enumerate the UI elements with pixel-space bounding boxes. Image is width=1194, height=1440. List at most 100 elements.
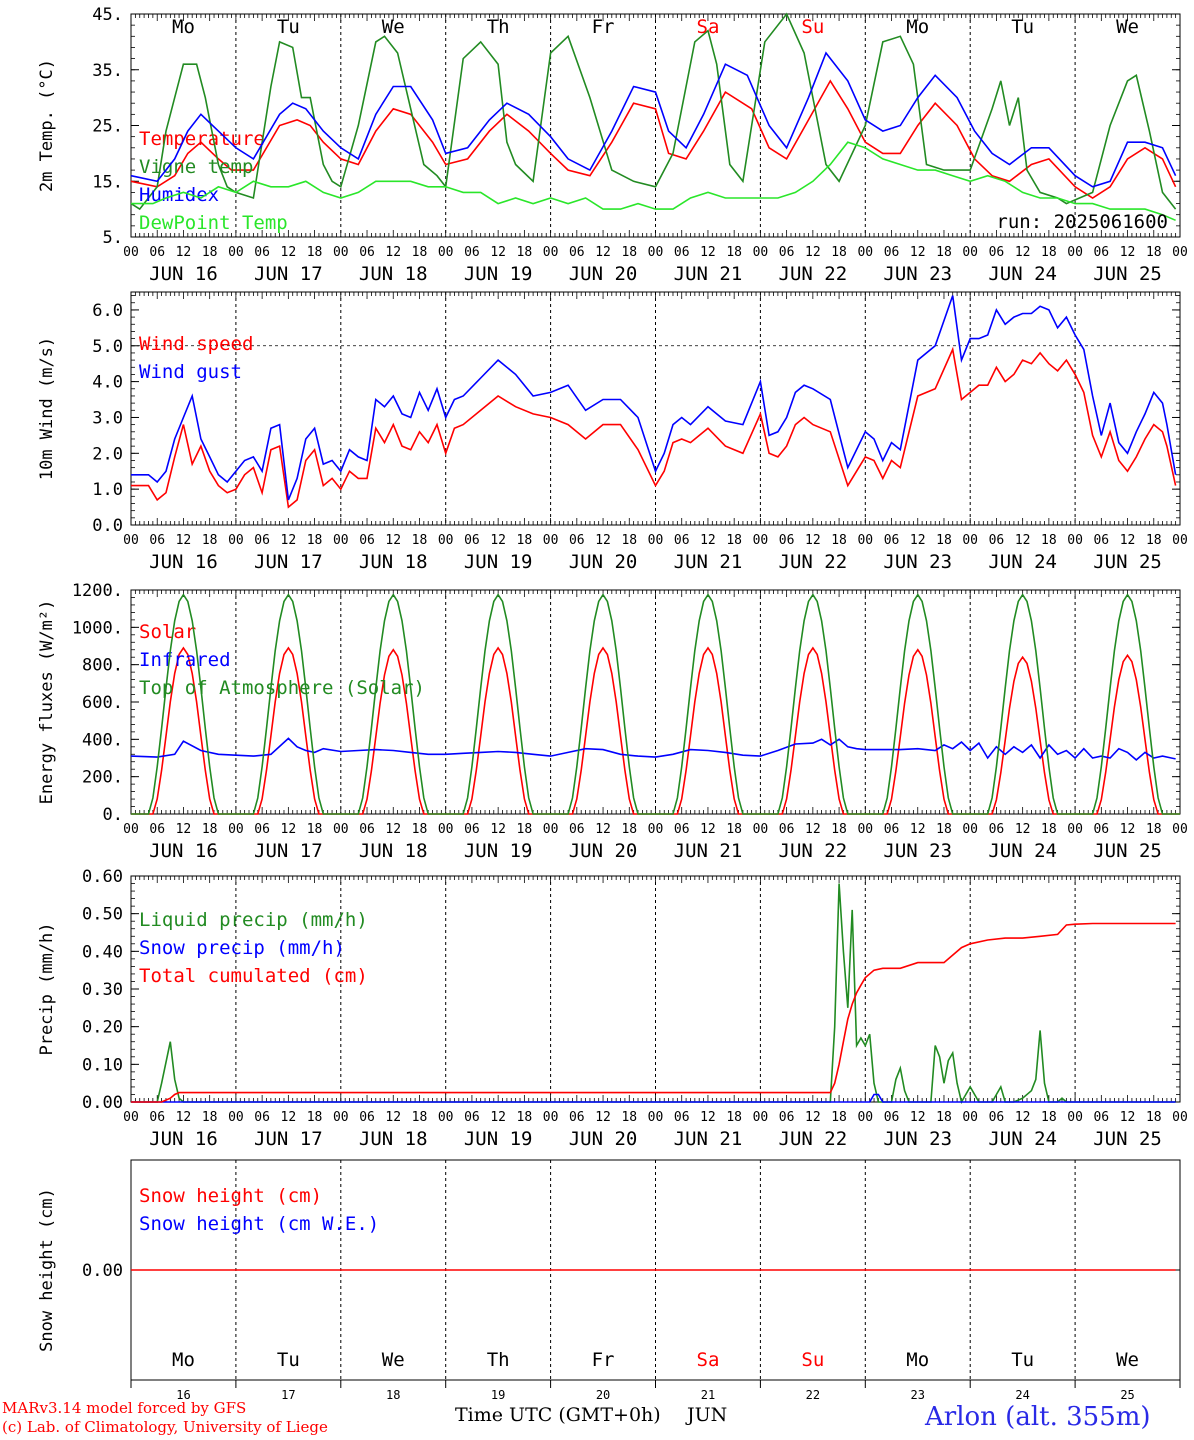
hour-label: 18 bbox=[202, 1110, 218, 1125]
hour-label: 00 bbox=[857, 245, 873, 260]
hour-label: 12 bbox=[490, 245, 506, 260]
hour-label: 06 bbox=[254, 1110, 270, 1125]
date-label: JUN 25 bbox=[1093, 1128, 1162, 1150]
hour-label: 18 bbox=[726, 245, 742, 260]
hour-label: 12 bbox=[700, 533, 716, 548]
hour-label: 12 bbox=[385, 1110, 401, 1125]
day-number-label: 22 bbox=[806, 1388, 820, 1402]
hour-label: 18 bbox=[936, 245, 952, 260]
series-line bbox=[130, 737, 1176, 761]
date-label: JUN 22 bbox=[779, 840, 848, 862]
date-label: JUN 18 bbox=[359, 840, 428, 862]
hour-label: 18 bbox=[1041, 822, 1057, 837]
hour-label: 06 bbox=[359, 533, 375, 548]
y-tick-label: 600. bbox=[82, 693, 123, 713]
day-number-label: 17 bbox=[281, 1388, 295, 1402]
hour-label: 06 bbox=[674, 245, 690, 260]
day-number-label: 24 bbox=[1015, 1388, 1029, 1402]
day-number-label: 18 bbox=[386, 1388, 400, 1402]
hour-label: 06 bbox=[149, 822, 165, 837]
date-label: JUN 25 bbox=[1093, 263, 1162, 285]
date-label: JUN 19 bbox=[464, 551, 533, 573]
date-label: JUN 23 bbox=[883, 263, 952, 285]
date-label: JUN 22 bbox=[779, 263, 848, 285]
date-label: JUN 21 bbox=[674, 551, 743, 573]
hour-label: 06 bbox=[1093, 533, 1109, 548]
y-tick-label: 6.0 bbox=[92, 301, 123, 321]
hour-label: 12 bbox=[595, 822, 611, 837]
weekday-label: Tu bbox=[1011, 1349, 1034, 1371]
hour-label: 06 bbox=[674, 822, 690, 837]
hour-label: 00 bbox=[648, 533, 664, 548]
date-label: JUN 16 bbox=[149, 551, 218, 573]
hour-label: 06 bbox=[779, 245, 795, 260]
hour-label: 12 bbox=[281, 1110, 297, 1125]
date-label: JUN 18 bbox=[359, 551, 428, 573]
hour-label: 06 bbox=[884, 245, 900, 260]
date-label: JUN 25 bbox=[1093, 840, 1162, 862]
credit-line-1: MARv3.14 model forced by GFS bbox=[2, 1399, 247, 1417]
hour-label: 00 bbox=[1067, 822, 1083, 837]
hour-label: 12 bbox=[595, 1110, 611, 1125]
y-axis-title: Precip (mm/h) bbox=[37, 922, 57, 1055]
date-label: JUN 20 bbox=[569, 1128, 638, 1150]
y-tick-label: 25. bbox=[92, 117, 123, 137]
series-line bbox=[130, 51, 1177, 188]
hour-label: 00 bbox=[438, 1110, 454, 1125]
weekday-label: Th bbox=[487, 16, 510, 38]
hour-label: 00 bbox=[543, 245, 559, 260]
weekday-label: We bbox=[1116, 1349, 1139, 1371]
hour-label: 00 bbox=[123, 1110, 139, 1125]
hour-label: 12 bbox=[385, 822, 401, 837]
hour-label: 18 bbox=[1041, 533, 1057, 548]
y-tick-label: 200. bbox=[82, 768, 123, 788]
hour-label: 18 bbox=[412, 822, 428, 837]
y-tick-label: 1000. bbox=[72, 618, 123, 638]
date-label: JUN 22 bbox=[779, 1128, 848, 1150]
legend-entry: DewPoint Temp bbox=[139, 212, 288, 234]
date-label: JUN 19 bbox=[464, 840, 533, 862]
hour-label: 18 bbox=[307, 533, 323, 548]
hour-label: 00 bbox=[648, 822, 664, 837]
panel-frame bbox=[130, 589, 1181, 815]
hour-label: 06 bbox=[359, 822, 375, 837]
date-label: JUN 20 bbox=[569, 551, 638, 573]
legend-entry: Wind speed bbox=[139, 333, 253, 355]
hour-label: 12 bbox=[1120, 533, 1136, 548]
hour-label: 00 bbox=[1172, 822, 1188, 837]
date-label: JUN 23 bbox=[883, 840, 952, 862]
hour-label: 12 bbox=[910, 1110, 926, 1125]
hour-label: 00 bbox=[1172, 1110, 1188, 1125]
hour-label: 12 bbox=[1015, 245, 1031, 260]
hour-label: 12 bbox=[805, 245, 821, 260]
hour-label: 00 bbox=[648, 1110, 664, 1125]
legend-entry: Liquid precip (mm/h) bbox=[139, 909, 368, 931]
hour-label: 00 bbox=[1067, 533, 1083, 548]
hour-label: 00 bbox=[857, 533, 873, 548]
hour-label: 18 bbox=[936, 533, 952, 548]
hour-label: 12 bbox=[700, 822, 716, 837]
legend-entry: Infrared bbox=[139, 649, 231, 671]
y-tick-label: 0.60 bbox=[82, 867, 123, 887]
hour-label: 12 bbox=[805, 822, 821, 837]
hour-label: 00 bbox=[123, 822, 139, 837]
legend-entry: Wind gust bbox=[139, 361, 242, 383]
date-label: JUN 24 bbox=[988, 263, 1057, 285]
hour-label: 06 bbox=[464, 245, 480, 260]
hour-label: 12 bbox=[1120, 822, 1136, 837]
series-line bbox=[131, 295, 1177, 501]
hour-label: 00 bbox=[333, 245, 349, 260]
hour-label: 12 bbox=[281, 245, 297, 260]
hour-label: 12 bbox=[490, 533, 506, 548]
hour-label: 12 bbox=[1015, 822, 1031, 837]
weekday-label: We bbox=[1116, 16, 1139, 38]
legend-entry: Snow height (cm) bbox=[139, 1185, 322, 1207]
hour-label: 00 bbox=[1172, 533, 1188, 548]
hour-label: 18 bbox=[412, 1110, 428, 1125]
hour-label: 00 bbox=[438, 245, 454, 260]
hour-label: 12 bbox=[595, 533, 611, 548]
hour-label: 18 bbox=[1146, 245, 1162, 260]
hour-label: 06 bbox=[674, 533, 690, 548]
y-tick-label: 1200. bbox=[72, 581, 123, 601]
y-axis-title: Snow height (cm) bbox=[37, 1188, 57, 1352]
